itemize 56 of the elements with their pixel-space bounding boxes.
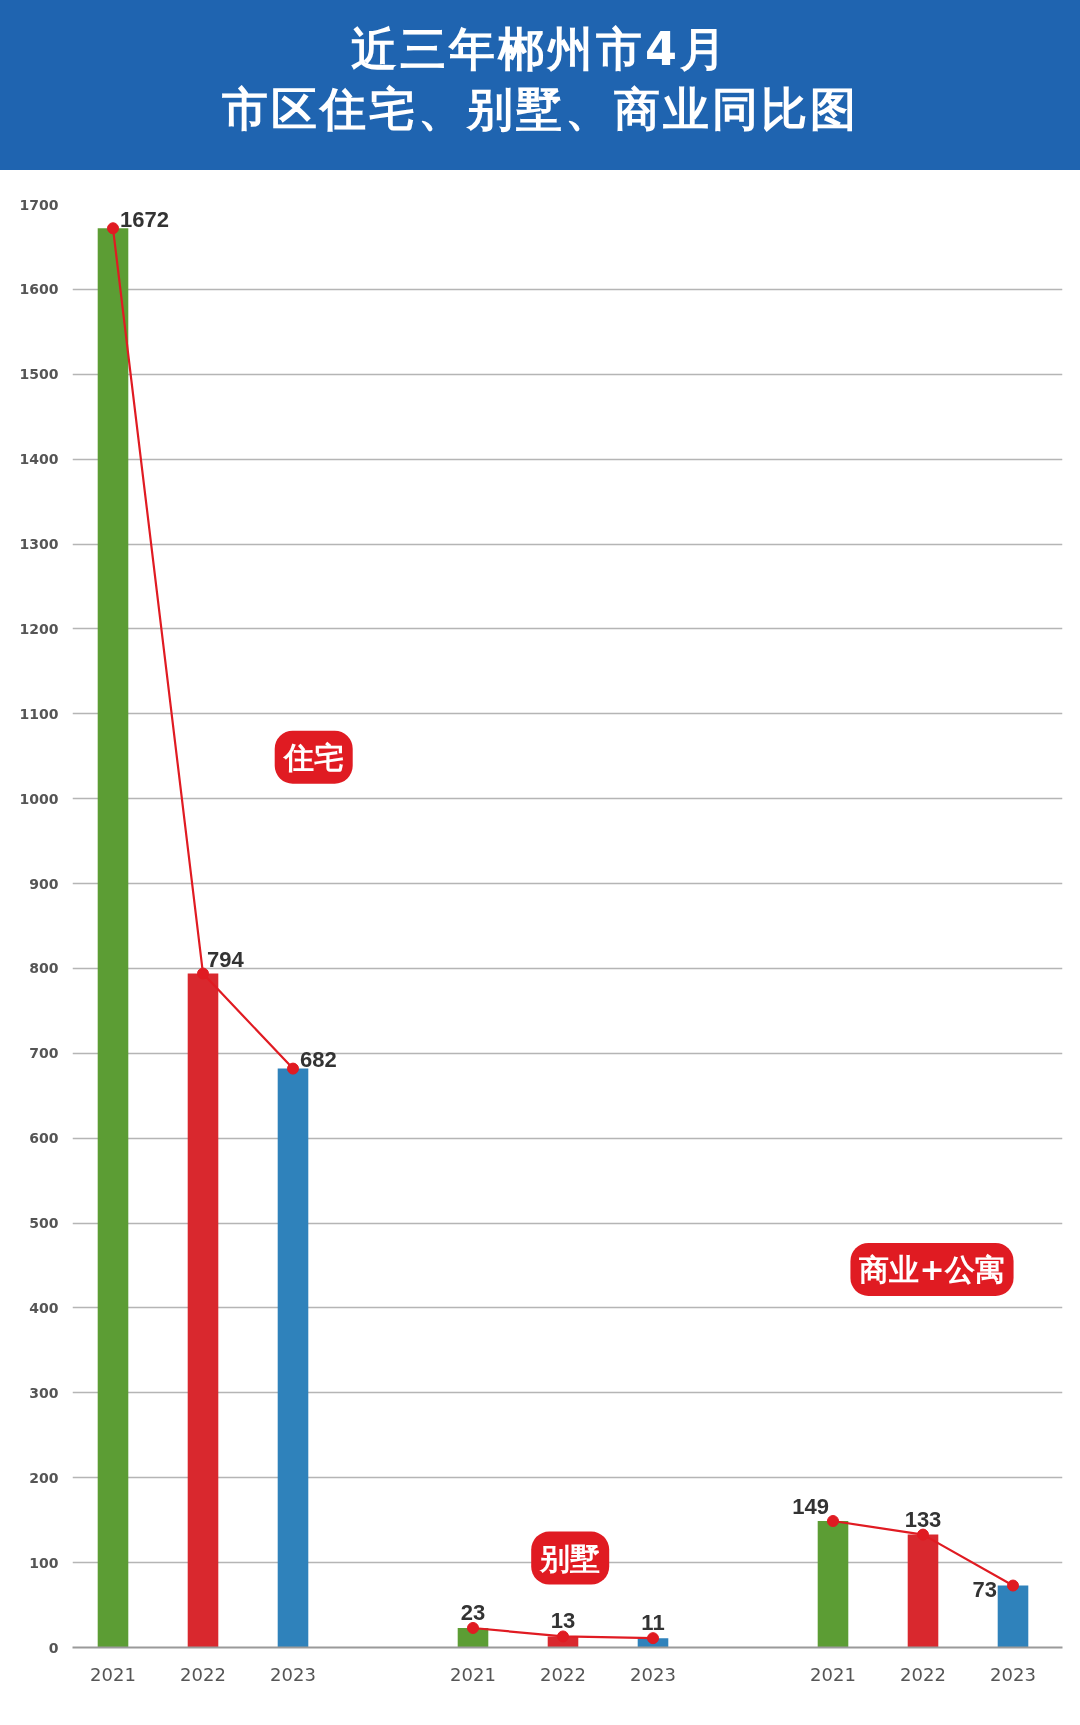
x-tick-label: 2021 [810, 1663, 856, 1685]
y-tick-label: 1300 [19, 536, 59, 553]
bar [277, 1068, 309, 1648]
x-tick-label: 2023 [630, 1663, 676, 1685]
point [467, 1621, 479, 1634]
y-tick-label: 900 [29, 875, 59, 892]
y-tick-label: 800 [29, 960, 59, 977]
bar [817, 1521, 849, 1648]
y-tick-label: 100 [29, 1554, 59, 1571]
y-tick-label: 1200 [19, 620, 59, 637]
y-tick-label: 700 [29, 1045, 59, 1062]
x-tick-label: 2022 [180, 1663, 226, 1685]
y-tick-label: 1000 [19, 790, 59, 807]
x-tick-label: 2023 [270, 1663, 316, 1685]
point [557, 1630, 569, 1643]
x-tick-label: 2021 [90, 1663, 136, 1685]
x-tick-label: 2022 [540, 1663, 586, 1685]
point [107, 222, 119, 235]
bar [187, 973, 219, 1648]
y-tick-label: 300 [29, 1384, 59, 1401]
data-label: 73 [972, 1577, 998, 1603]
x-tick-label: 2021 [450, 1663, 496, 1685]
y-tick-label: 500 [29, 1215, 59, 1232]
chart-title: 近三年郴州市4月 [350, 22, 729, 76]
y-tick-label: 0 [48, 1639, 59, 1656]
y-tick-label: 600 [29, 1130, 59, 1147]
chart-subtitle: 市区住宅、别墅、商业同比图 [221, 81, 859, 136]
data-label: 682 [300, 1047, 337, 1073]
data-label: 794 [207, 946, 245, 972]
data-label: 1672 [120, 206, 169, 232]
y-tick-label: 1600 [19, 281, 59, 298]
bar [97, 228, 129, 1648]
x-tick-label: 2022 [900, 1663, 946, 1685]
data-label: 133 [904, 1506, 942, 1532]
y-tick-label: 1400 [19, 451, 59, 468]
point [197, 967, 209, 980]
y-tick-label: 1100 [19, 705, 59, 722]
point [287, 1062, 299, 1075]
data-label: 11 [641, 1610, 665, 1636]
y-tick-label: 1700 [19, 196, 59, 213]
series-label: 别墅 [539, 1540, 601, 1576]
y-tick-label: 200 [29, 1469, 59, 1486]
x-tick-label: 2023 [990, 1663, 1036, 1685]
bar [907, 1534, 939, 1648]
data-label: 149 [792, 1494, 830, 1520]
point [647, 1632, 659, 1645]
text: 住宅 [281, 739, 344, 775]
point [1007, 1579, 1019, 1592]
point [827, 1515, 839, 1528]
data-label: 23 [460, 1599, 486, 1625]
bar [997, 1585, 1029, 1648]
point [917, 1528, 929, 1541]
data-label: 13 [550, 1608, 576, 1634]
text: 商业+公寓 [859, 1251, 1005, 1287]
y-tick-label: 400 [29, 1299, 59, 1316]
y-tick-label: 1500 [19, 366, 59, 383]
